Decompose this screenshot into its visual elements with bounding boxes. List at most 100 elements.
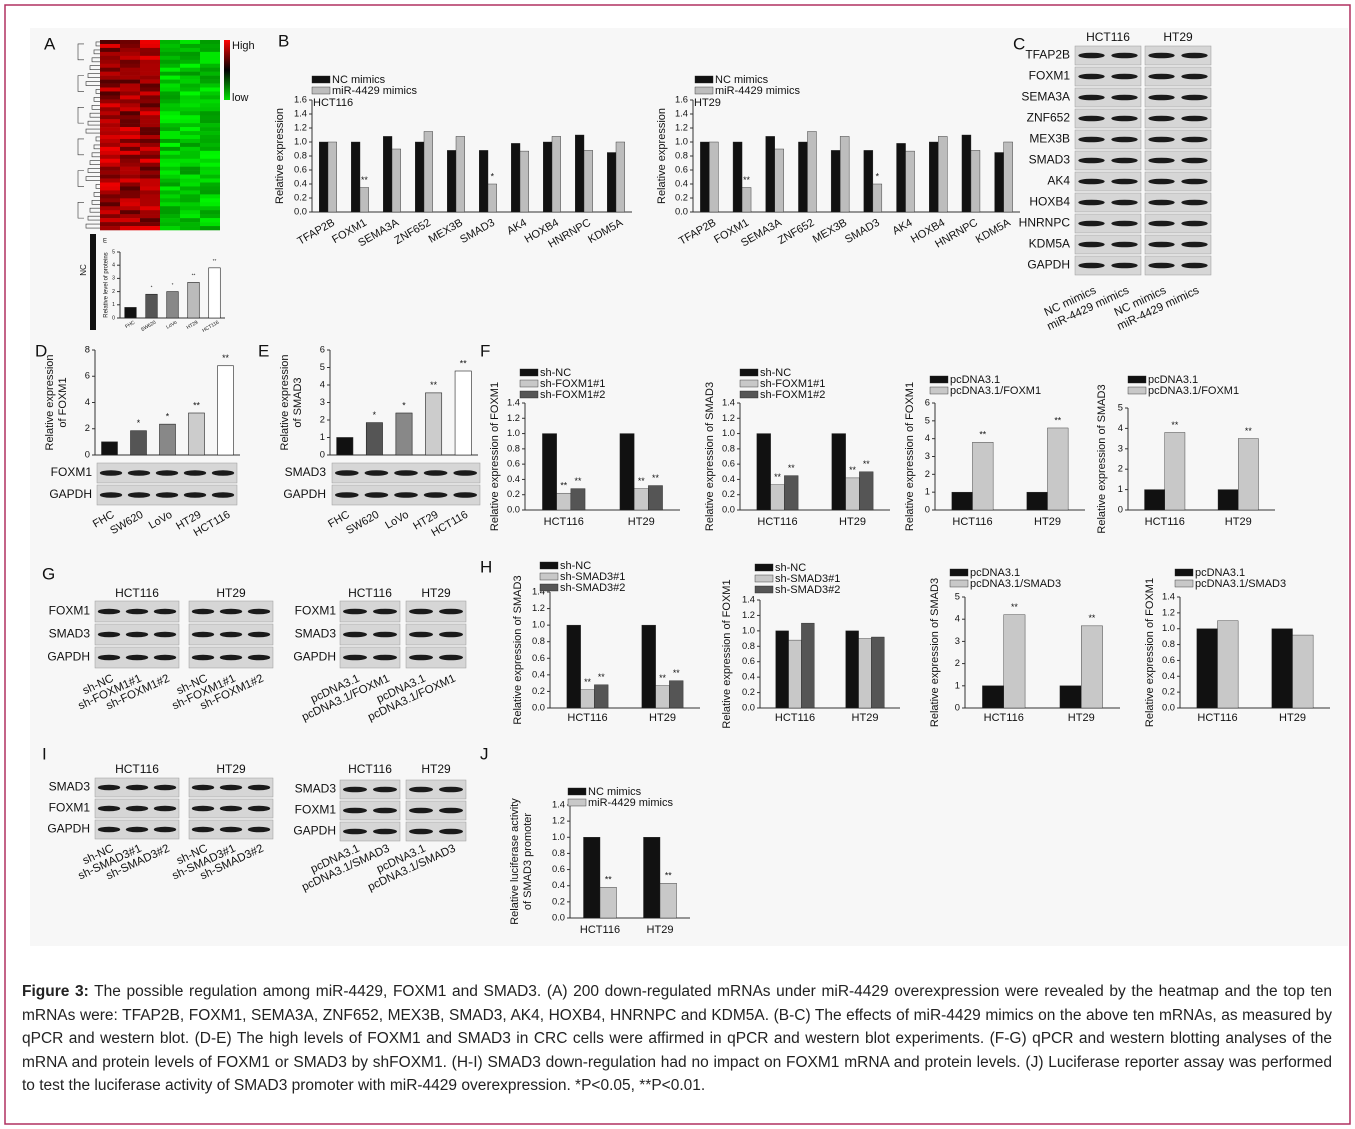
blot-band	[126, 632, 148, 638]
blot-band	[373, 632, 397, 638]
blot-band	[156, 470, 178, 476]
bar	[189, 413, 205, 455]
blot-band	[1181, 263, 1207, 269]
y-tick-label: 0.2	[742, 687, 755, 697]
y-tick-label: 0.4	[552, 880, 565, 890]
blot-band	[154, 827, 176, 833]
significance: **	[222, 353, 229, 363]
page: ABCDEFGHIJHighlowNC012345Relative level …	[0, 0, 1355, 1129]
heatmap-cell	[160, 139, 180, 143]
heatmap-cell	[140, 206, 160, 210]
blot-band	[128, 492, 150, 498]
blot-band	[126, 785, 148, 791]
heatmap-cell	[140, 127, 160, 131]
heatmap-cell	[140, 119, 160, 123]
blot-row-label: GAPDH	[283, 487, 326, 501]
blot-band	[439, 787, 463, 793]
blot-band	[192, 632, 214, 638]
blot-row-label: KDM5A	[1029, 237, 1070, 251]
blot-band	[184, 492, 206, 498]
heatmap-cell	[120, 190, 140, 194]
heatmap-cell	[120, 206, 140, 210]
heatmap-cell	[200, 151, 220, 155]
blot-band	[212, 470, 234, 476]
heatmap-cell	[200, 131, 220, 135]
x-tick-label: HT29	[649, 712, 676, 724]
heatmap-cell	[100, 40, 120, 44]
legend-swatch	[740, 380, 758, 387]
blot-band	[365, 470, 389, 476]
y-tick-label: 2	[112, 289, 115, 295]
blot-band	[1181, 242, 1207, 248]
heatmap-cell	[140, 218, 160, 222]
heatmap-cell	[180, 64, 200, 68]
heatmap-cell	[100, 206, 120, 210]
bar	[962, 135, 971, 212]
y-tick-label: 5	[925, 415, 930, 425]
legend-label: sh-SMAD3#2	[560, 582, 625, 594]
blot-band	[373, 787, 397, 793]
heatmap-cell	[160, 179, 180, 183]
blot-band	[1181, 221, 1207, 227]
heatmap-cell	[200, 183, 220, 187]
heatmap-cell	[200, 202, 220, 206]
heatmap-cell	[120, 163, 140, 167]
heatmap-cell	[200, 107, 220, 111]
significance: **	[774, 472, 781, 482]
heatmap-cell	[140, 198, 160, 202]
blot-band	[1078, 221, 1104, 227]
blot-band	[98, 806, 120, 812]
heatmap-cell	[100, 155, 120, 159]
heatmap-cell	[200, 226, 220, 230]
blot-band	[1181, 179, 1207, 185]
bar	[1081, 626, 1102, 708]
bar	[520, 151, 529, 212]
heatmap-cell	[140, 179, 160, 183]
heatmap-cell	[120, 88, 140, 92]
bar	[447, 150, 456, 212]
heatmap-cell	[160, 99, 180, 103]
legend-swatch	[695, 76, 713, 83]
blot-band	[154, 806, 176, 812]
heatmap-cell	[200, 72, 220, 76]
panel-label: I	[42, 744, 47, 763]
heatmap-cell	[120, 202, 140, 206]
panel-label: E	[258, 341, 269, 360]
y-tick-label: 3	[112, 276, 115, 282]
heatmap-cell	[200, 186, 220, 190]
heatmap-cell	[120, 167, 140, 171]
significance: **	[1171, 420, 1178, 430]
y-tick-label: 1.2	[722, 413, 735, 423]
bar	[557, 493, 571, 510]
blot-column-label: HCT116	[1086, 30, 1130, 44]
heatmap-legend-low: low	[232, 92, 249, 104]
blot-column-label: HCT116	[115, 586, 159, 600]
bar	[1145, 490, 1165, 510]
y-tick-label: 1.6	[675, 94, 688, 104]
legend-swatch	[930, 376, 948, 383]
y-tick-label: 0.6	[552, 864, 565, 874]
x-tick-label: HCT116	[580, 924, 620, 936]
heatmap-cell	[140, 159, 160, 163]
bar	[392, 149, 401, 212]
heatmap-cell	[140, 88, 160, 92]
blot-band	[343, 808, 367, 814]
legend-swatch	[695, 87, 713, 94]
bar	[575, 135, 584, 212]
blot-band	[192, 827, 214, 833]
bar	[424, 132, 433, 213]
heatmap-cell	[140, 103, 160, 107]
y-axis-label: Relative expression of FOXM1	[904, 382, 916, 531]
y-tick-label: 0	[925, 504, 930, 514]
significance: **	[584, 677, 591, 687]
blot-row-label: GAPDH	[47, 650, 90, 664]
blot-band	[343, 655, 367, 661]
heatmap-cell	[180, 76, 200, 80]
heatmap-cell	[160, 210, 180, 214]
heatmap-cell	[200, 194, 220, 198]
y-axis-label: Relative expression of FOXM1	[1144, 578, 1156, 727]
y-tick-label: 8	[85, 344, 90, 354]
heatmap-cell	[140, 175, 160, 179]
bar	[600, 887, 617, 918]
y-tick-label: 1.0	[1162, 623, 1175, 633]
